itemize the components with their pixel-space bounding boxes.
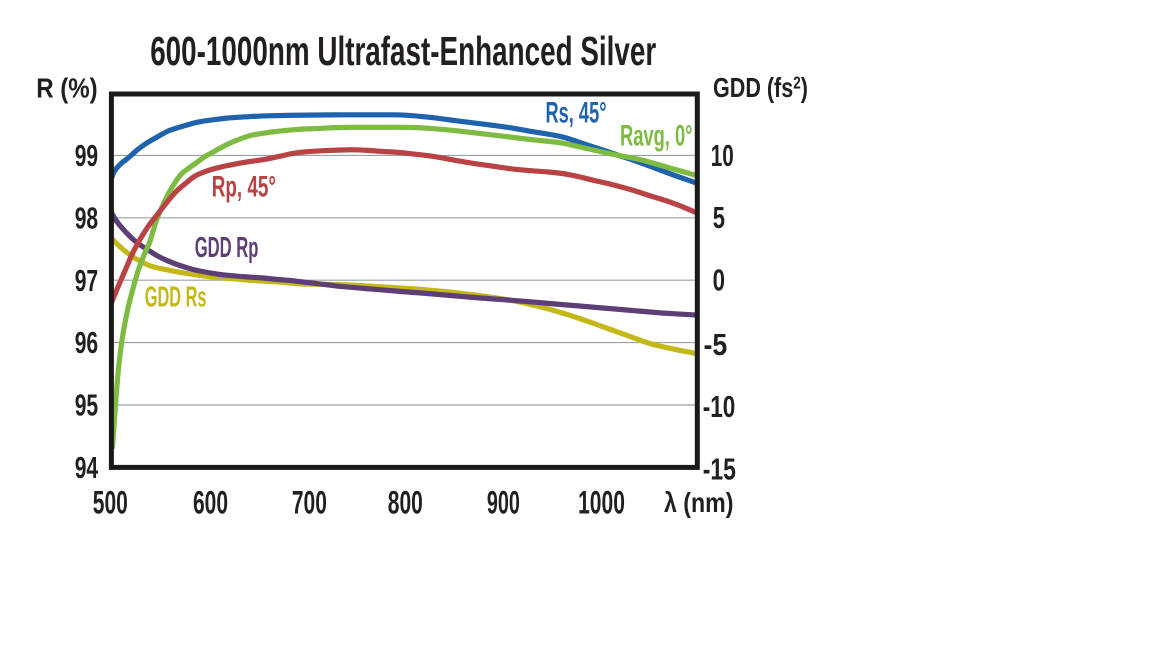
svg-text:GDD (fs2): GDD (fs2) — [713, 72, 808, 103]
svg-text:1000: 1000 — [578, 484, 625, 520]
svg-text:R (%): R (%) — [36, 73, 97, 104]
svg-text:98: 98 — [75, 200, 98, 235]
svg-text:-15: -15 — [703, 451, 736, 486]
svg-text:96: 96 — [75, 325, 98, 360]
svg-text:GDD Rp: GDD Rp — [195, 232, 259, 264]
svg-text:Rs, 45°: Rs, 45° — [546, 96, 607, 129]
svg-text:600: 600 — [193, 484, 228, 520]
svg-text:Ravg, 0°: Ravg, 0° — [620, 119, 693, 152]
svg-text:0: 0 — [713, 263, 725, 298]
svg-text:800: 800 — [388, 484, 423, 520]
svg-text:97: 97 — [75, 263, 98, 298]
svg-text:GDD Rs: GDD Rs — [145, 282, 207, 314]
svg-text:5: 5 — [713, 200, 725, 235]
svg-text:10: 10 — [711, 138, 734, 173]
svg-text:-5: -5 — [704, 327, 728, 362]
svg-text:95: 95 — [75, 388, 98, 423]
svg-text:λ (nm): λ (nm) — [664, 487, 733, 518]
svg-text:600-1000nm Ultrafast-Enhanced: 600-1000nm Ultrafast-Enhanced Silver — [150, 28, 656, 74]
svg-text:500: 500 — [93, 484, 128, 520]
svg-text:99: 99 — [75, 138, 98, 173]
svg-text:-10: -10 — [703, 389, 736, 424]
svg-text:Rp, 45°: Rp, 45° — [212, 171, 276, 204]
svg-text:900: 900 — [487, 484, 520, 520]
svg-text:700: 700 — [292, 484, 327, 520]
svg-text:94: 94 — [75, 450, 99, 485]
